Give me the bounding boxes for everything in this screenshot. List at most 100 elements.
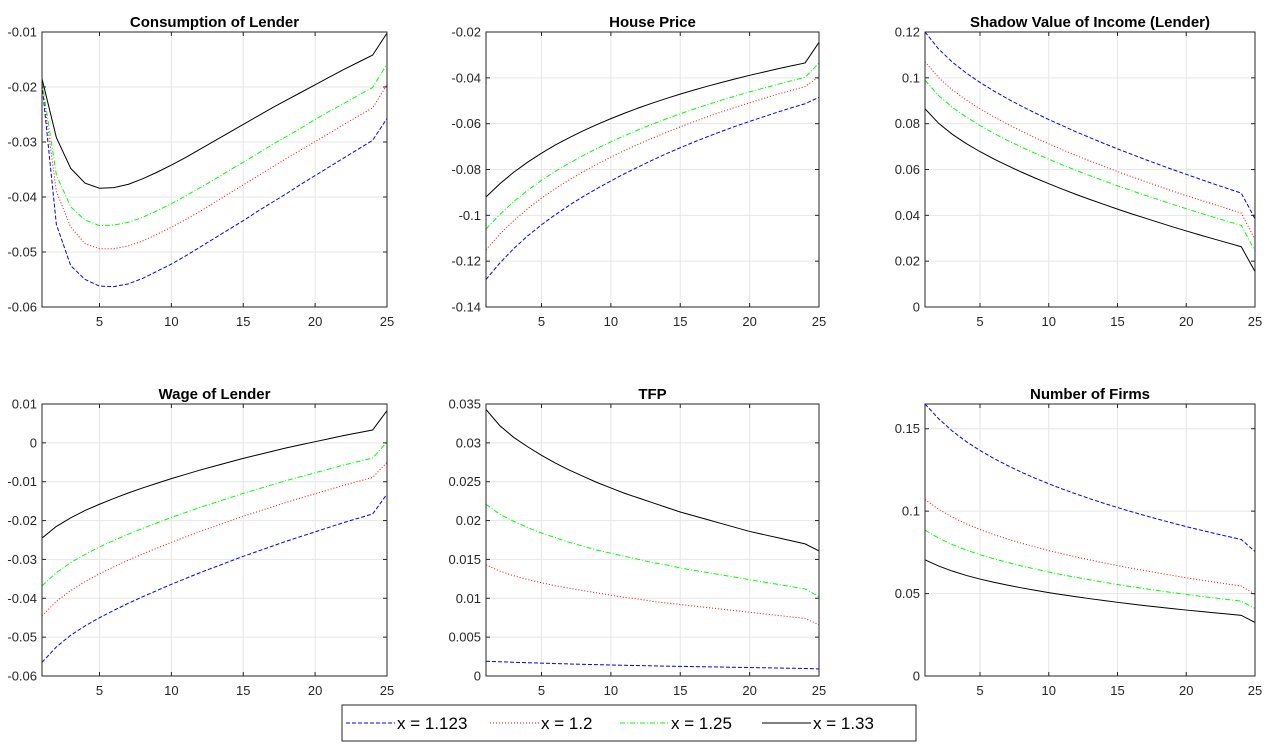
y-tick-label: -0.06 — [7, 669, 37, 684]
legend-entry-1: x = 1.123 — [346, 714, 467, 733]
y-tick-label: 0.1 — [902, 504, 920, 519]
legend-box — [341, 704, 917, 742]
y-tick-label: -0.05 — [7, 630, 37, 645]
x-tick-label: 10 — [1042, 314, 1056, 329]
series-line-4 — [42, 32, 387, 189]
x-tick-label: 5 — [538, 314, 545, 329]
y-tick-label: 0.015 — [448, 552, 481, 567]
x-tick-label: 10 — [604, 683, 618, 698]
x-tick-label: 10 — [604, 314, 618, 329]
y-tick-label: 0.05 — [895, 586, 920, 601]
series-line-3 — [925, 529, 1255, 609]
y-tick-label: 0 — [913, 300, 920, 315]
axes-frame — [924, 403, 1256, 677]
series-line-3 — [486, 62, 819, 230]
legend-label-4: x = 1.33 — [813, 714, 874, 733]
y-tick-label: -0.05 — [7, 245, 37, 260]
y-tick-label: -0.03 — [7, 552, 37, 567]
y-tick-label: 0.035 — [448, 397, 481, 412]
y-tick-label: -0.06 — [451, 116, 481, 131]
y-tick-label: -0.14 — [451, 300, 481, 315]
series-line-4 — [42, 410, 387, 539]
x-tick-label: 15 — [236, 683, 250, 698]
y-tick-label: 0.01 — [456, 591, 481, 606]
panel-title: Wage of Lender — [159, 386, 271, 403]
chart-panel-1: 5 10 15 20 25 -0.06 -0.05 -0.04 -0.03 -0.02 -0.01 C… — [7, 14, 394, 329]
panel-title: TFP — [638, 386, 666, 403]
x-tick-label: 15 — [673, 314, 687, 329]
series-line-1 — [42, 84, 387, 288]
x-tick-label: 5 — [538, 683, 545, 698]
x-tick-label: 15 — [673, 683, 687, 698]
x-tick-label: 20 — [308, 683, 322, 698]
series-line-2 — [486, 76, 819, 251]
y-tick-label: -0.08 — [451, 162, 481, 177]
y-tick-label: -0.01 — [7, 25, 37, 40]
series-line-2 — [925, 61, 1255, 240]
x-tick-label: 5 — [976, 683, 983, 698]
series-line-3 — [42, 441, 387, 587]
chart-panel-3: 5 10 15 20 25 0 0.02 0.04 0.06 0.08 0.1 0.12 Shadow … — [895, 14, 1263, 329]
legend-label-3: x = 1.25 — [671, 714, 732, 733]
series-line-1 — [486, 96, 819, 280]
plot-area — [42, 32, 387, 307]
x-tick-label: 5 — [976, 314, 983, 329]
series-line-4 — [486, 409, 819, 552]
series-line-1 — [925, 32, 1255, 220]
y-tick-label: -0.04 — [451, 70, 481, 85]
x-tick-label: 10 — [1042, 683, 1056, 698]
x-tick-label: 20 — [742, 314, 756, 329]
x-tick-label: 5 — [96, 683, 103, 698]
y-tick-label: 0.01 — [12, 397, 37, 412]
x-tick-label: 15 — [236, 314, 250, 329]
x-tick-label: 25 — [1248, 683, 1262, 698]
panel-title: House Price — [609, 14, 696, 31]
y-tick-label: -0.04 — [7, 190, 37, 205]
chart-panel-4: 5 10 15 20 25 -0.06 -0.05 -0.04 -0.03 -0.02 -0.01 0… — [7, 386, 394, 698]
y-tick-label: 0 — [474, 669, 481, 684]
y-tick-label: -0.03 — [7, 135, 37, 150]
y-tick-label: 0.04 — [895, 208, 920, 223]
y-tick-label: -0.01 — [7, 474, 37, 489]
y-tick-label: -0.02 — [7, 513, 37, 528]
chart-panel-6: 5 10 15 20 25 0 0.05 0.1 0.15 Number of Firms — [895, 386, 1263, 698]
x-tick-label: 25 — [380, 314, 394, 329]
x-tick-label: 15 — [1110, 314, 1124, 329]
y-tick-label: 0.02 — [456, 513, 481, 528]
x-tick-label: 25 — [812, 314, 826, 329]
x-tick-label: 15 — [1110, 683, 1124, 698]
y-tick-label: 0 — [913, 669, 920, 684]
legend-entry-4: x = 1.33 — [762, 714, 874, 733]
legend-label-1: x = 1.123 — [397, 714, 467, 733]
y-tick-label: -0.12 — [451, 254, 481, 269]
x-tick-label: 5 — [96, 314, 103, 329]
axes-frame — [485, 403, 820, 677]
series-line-3 — [486, 503, 819, 598]
x-tick-label: 25 — [1248, 314, 1262, 329]
series-line-1 — [925, 404, 1255, 552]
y-tick-label: -0.02 — [451, 25, 481, 40]
series-line-3 — [42, 63, 387, 227]
series-line-2 — [925, 499, 1255, 595]
y-tick-label: 0.06 — [895, 162, 920, 177]
x-tick-label: 25 — [812, 683, 826, 698]
x-tick-label: 10 — [164, 683, 178, 698]
chart-panel-2: 5 10 15 20 25 -0.14 -0.12 -0.1 -0.08 -0.06 -0.04 -0… — [451, 14, 826, 329]
series-line-4 — [925, 559, 1255, 623]
y-tick-label: 0.03 — [456, 435, 481, 450]
panel-title: Consumption of Lender — [130, 14, 299, 31]
y-tick-label: 0.15 — [895, 421, 920, 436]
plot-area — [925, 404, 1255, 676]
chart-panel-5: 5 10 15 20 25 0 0.005 0.01 0.015 0.02 0.025 0.03 0.0… — [448, 386, 826, 698]
x-tick-label: 20 — [308, 314, 322, 329]
y-tick-label: 0.08 — [895, 116, 920, 131]
legend-entry-2: x = 1.2 — [490, 714, 593, 733]
x-tick-label: 20 — [1179, 683, 1193, 698]
y-tick-label: -0.04 — [7, 591, 37, 606]
x-tick-label: 25 — [380, 683, 394, 698]
series-line-1 — [486, 660, 819, 670]
y-tick-label: 0.1 — [902, 70, 920, 85]
series-line-1 — [42, 493, 387, 663]
y-tick-label: -0.06 — [7, 300, 37, 315]
